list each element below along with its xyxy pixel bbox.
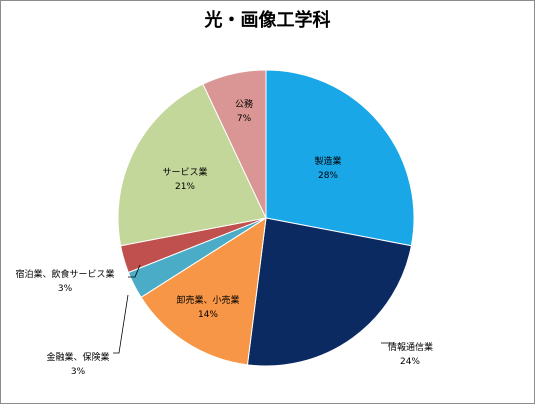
- slice-percent-label: 7%: [237, 114, 252, 124]
- leader-line: [113, 294, 129, 354]
- pie-slice: [246, 217, 412, 367]
- pie-slice: [202, 69, 267, 219]
- pie-slices: [117, 69, 415, 367]
- slice-label: 製造業: [314, 155, 341, 167]
- leader-line: [128, 264, 141, 278]
- slice-percent-label: 14%: [198, 310, 218, 320]
- slice-percent-label: 24%: [400, 357, 420, 367]
- slice-label: 情報通信業: [388, 341, 433, 353]
- pie-slice: [140, 217, 267, 366]
- slice-label: 宿泊業、飲食サービス業: [15, 268, 114, 280]
- slice-percent-label: 28%: [318, 171, 338, 181]
- pie-slice: [265, 69, 415, 247]
- slice-percent-label: 21%: [175, 182, 195, 192]
- pie-slice: [117, 83, 267, 247]
- leader-lines: [113, 264, 395, 354]
- slice-label: 卸売業、小売業: [176, 294, 239, 306]
- slice-label: 公務: [235, 98, 253, 110]
- slice-label: サービス業: [162, 166, 207, 178]
- slice-percent-label: 3%: [58, 284, 73, 294]
- chart-title: 光・画像工学科: [204, 10, 331, 31]
- slice-labels: 製造業 28% 情報通信業 24% 卸売業、小売業 14% 金融業、保険業 3% 宿泊業、飲食サ…: [15, 98, 433, 377]
- slice-label: 金融業、保険業: [46, 351, 109, 363]
- slice-percent-label: 3%: [71, 367, 86, 377]
